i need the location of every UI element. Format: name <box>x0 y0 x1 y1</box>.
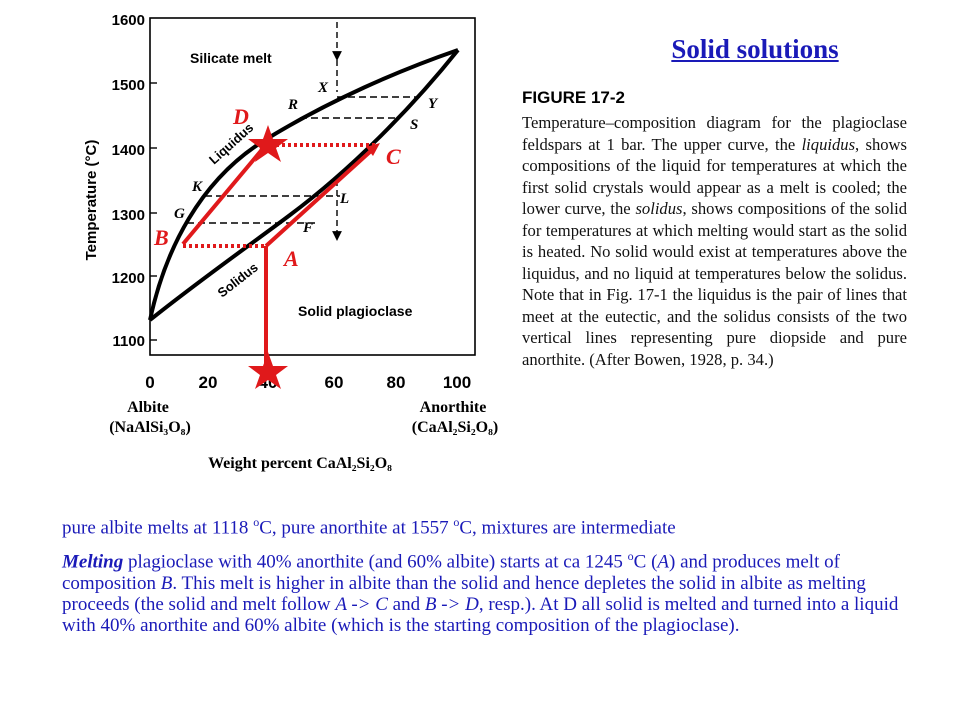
x-axis-label: Weight percent CaAl₂Si₂O₈ <box>208 455 392 472</box>
x-tick-80: 80 <box>387 373 406 392</box>
point-r: R <box>287 97 298 113</box>
path-a-to-c <box>264 148 374 248</box>
y-tick-1400: 1400 <box>112 142 145 159</box>
explanation-text: pure albite melts at 1118 oC, pure anort… <box>62 512 930 636</box>
figure-label: FIGURE 17-2 <box>522 88 625 107</box>
y-tick-1300: 1300 <box>112 207 145 224</box>
anorthite-formula: (CaAl₂Si₂O₈) <box>412 419 498 436</box>
x-tick-0: 0 <box>145 373 154 392</box>
marker-a: A <box>282 246 299 271</box>
albite-label: Albite <box>127 399 169 416</box>
y-tick-1100: 1100 <box>112 333 145 350</box>
x-tick-100: 100 <box>443 373 471 392</box>
star-start <box>248 352 288 389</box>
phase-diagram: 1600 1500 1400 1300 1200 1100 Temperatur… <box>83 12 498 472</box>
x-tick-20: 20 <box>199 373 218 392</box>
plot-frame <box>149 17 476 356</box>
star-d <box>248 125 288 162</box>
x-tick-60: 60 <box>325 373 344 392</box>
marker-b: B <box>153 225 169 250</box>
solidus-curve <box>148 48 460 322</box>
slide-title: Solid solutions <box>671 34 839 64</box>
figure-caption-text: Temperature–composition diagram for the … <box>522 113 907 369</box>
point-l: L <box>339 191 349 207</box>
melting-points-paragraph: pure albite melts at 1118 oC, pure anort… <box>62 515 676 539</box>
arrowhead-to-c <box>366 143 380 156</box>
point-k: K <box>191 179 203 195</box>
silicate-melt-label: Silicate melt <box>190 50 272 66</box>
path-b-to-d <box>181 144 267 246</box>
point-g: G <box>174 206 185 222</box>
point-y: Y <box>428 96 439 112</box>
point-x: X <box>317 80 329 96</box>
marker-d: D <box>232 104 249 129</box>
y-tick-1200: 1200 <box>112 270 145 287</box>
y-tick-1500: 1500 <box>112 77 145 94</box>
point-f: F <box>302 220 313 236</box>
y-tick-1600: 1600 <box>112 12 145 29</box>
figure-caption: FIGURE 17-2 Temperature–composition diag… <box>522 88 907 370</box>
albite-formula: (NaAlSi₃O₈) <box>109 419 191 436</box>
marker-c: C <box>386 144 401 169</box>
anorthite-label: Anorthite <box>420 399 487 416</box>
y-axis-label: Temperature (°C) <box>83 140 100 261</box>
melting-process-paragraph: Melting plagioclase with 40% anorthite (… <box>62 549 899 636</box>
solid-plagioclase-label: Solid plagioclase <box>298 303 413 319</box>
point-s: S <box>410 117 418 133</box>
